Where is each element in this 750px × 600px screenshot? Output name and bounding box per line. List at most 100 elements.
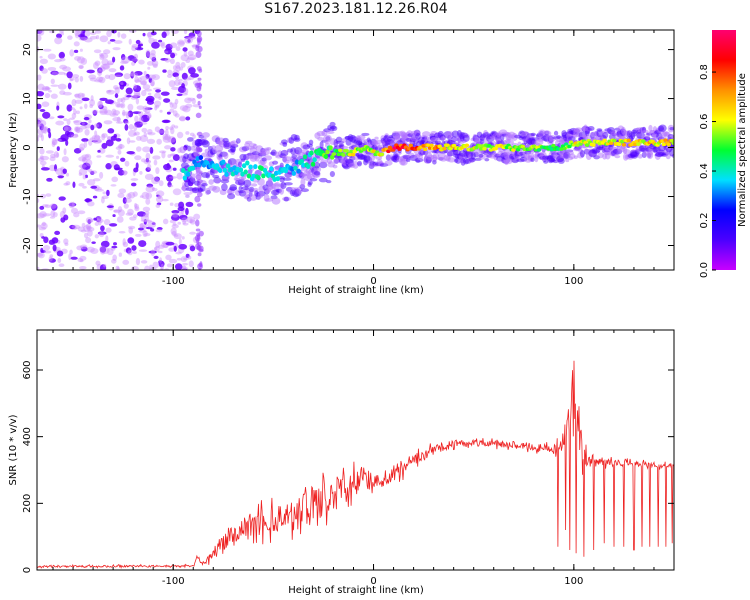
noise-speckle (87, 229, 93, 237)
noise-speckle (185, 207, 189, 216)
noise-speckle (153, 255, 159, 259)
noise-speckle (141, 90, 147, 97)
ridge-cell (225, 163, 231, 169)
noise-speckle (193, 213, 201, 220)
noise-speckle-layer (37, 30, 204, 270)
noise-speckle (122, 241, 129, 248)
ridge-halo (193, 152, 201, 157)
noise-speckle (42, 213, 52, 217)
noise-speckle (51, 137, 57, 146)
noise-speckle (134, 75, 139, 84)
noise-speckle (55, 138, 62, 142)
noise-speckle (127, 103, 134, 111)
noise-speckle (64, 242, 69, 246)
noise-speckle (175, 46, 181, 52)
noise-speckle (99, 264, 107, 270)
noise-speckle (131, 45, 137, 52)
noise-speckle (53, 168, 59, 172)
noise-speckle (112, 254, 118, 261)
noise-speckle (184, 36, 194, 44)
noise-speckle (135, 98, 140, 105)
noise-speckle (106, 135, 111, 140)
ridge-halo (543, 160, 549, 164)
spectrogram-frame (36, 29, 675, 271)
noise-speckle (108, 74, 116, 81)
ridge-halo (184, 181, 191, 188)
noise-speckle (48, 116, 55, 120)
noise-speckle (169, 58, 175, 65)
noise-speckle (81, 222, 86, 228)
noise-speckle (166, 263, 173, 268)
ridge-halo (283, 150, 289, 154)
noise-speckle (150, 49, 156, 56)
noise-speckle (43, 250, 52, 254)
x-tick-label: 100 (564, 276, 583, 287)
noise-speckle (150, 249, 155, 257)
noise-speckle (102, 191, 107, 195)
noise-speckle (58, 51, 65, 59)
ridge-halo (341, 145, 349, 150)
snr-line (37, 360, 674, 570)
noise-speckle (192, 134, 196, 139)
noise-speckle (180, 266, 189, 270)
ridge-cell (632, 142, 638, 147)
noise-speckle (167, 73, 173, 79)
colorbar-gradient (712, 30, 736, 270)
noise-speckle (40, 222, 48, 230)
noise-speckle (143, 233, 151, 237)
noise-speckle (122, 259, 130, 265)
noise-speckle (136, 135, 142, 141)
noise-speckle (101, 133, 108, 138)
noise-speckle (106, 189, 110, 197)
noise-speckle (175, 65, 181, 72)
noise-speckle (39, 160, 47, 166)
noise-speckle (50, 93, 58, 99)
noise-speckle (171, 86, 179, 90)
noise-speckle (134, 202, 138, 209)
noise-speckle (37, 103, 42, 110)
noise-speckle (37, 45, 40, 53)
noise-speckle (122, 96, 130, 101)
noise-speckle (113, 133, 118, 138)
noise-speckle (90, 171, 95, 175)
noise-speckle (162, 135, 172, 143)
noise-speckle (153, 38, 158, 43)
noise-speckle (112, 117, 121, 122)
noise-speckle (146, 183, 154, 188)
ridge-halo (579, 150, 585, 158)
noise-speckle (197, 203, 202, 207)
noise-speckle (39, 232, 44, 238)
noise-speckle (142, 105, 148, 113)
noise-speckle (126, 151, 135, 155)
noise-speckle (83, 232, 89, 239)
noise-speckle (37, 30, 43, 34)
ridge-cell (551, 143, 556, 148)
noise-speckle (66, 71, 73, 79)
ridge-cell (245, 160, 250, 166)
ridge-halo (637, 154, 643, 159)
noise-speckle (99, 54, 105, 60)
noise-speckle (39, 148, 45, 155)
noise-speckle (180, 61, 186, 68)
noise-speckle (38, 119, 47, 127)
noise-speckle (99, 110, 108, 114)
noise-speckle (126, 193, 132, 200)
ridge-cell (591, 143, 596, 147)
noise-speckle (120, 60, 129, 65)
noise-speckle (106, 60, 114, 66)
noise-speckle (189, 245, 196, 252)
noise-speckle (116, 266, 120, 270)
noise-speckle (81, 122, 85, 125)
noise-speckle (149, 146, 154, 154)
noise-speckle (152, 63, 158, 69)
noise-speckle (78, 125, 88, 130)
noise-speckle (106, 89, 115, 95)
noise-speckle (182, 262, 189, 266)
ridge-cell (312, 157, 317, 163)
ridge-cell (666, 142, 671, 147)
noise-speckle (145, 95, 155, 103)
ridge-halo (432, 159, 437, 165)
noise-speckle (143, 70, 147, 76)
noise-speckle (65, 139, 69, 146)
noise-speckle (92, 61, 99, 70)
